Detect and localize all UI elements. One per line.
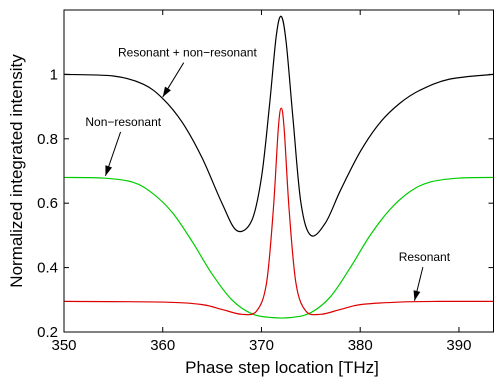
- annotation-label: Non−resonant: [85, 115, 161, 129]
- series-line-0: [63, 15, 494, 237]
- x-tick-label: 390: [446, 337, 471, 354]
- annotation-arrowhead: [413, 290, 421, 301]
- annotation-arrowhead: [162, 86, 171, 97]
- y-tick-label: 0.2: [37, 324, 58, 341]
- series-line-2: [63, 107, 494, 316]
- annotations-layer: Resonant + non−resonant Non−resonant Reson…: [85, 46, 451, 301]
- annotation-arrowhead: [105, 165, 113, 176]
- annotation-label: Resonant + non−resonant: [118, 46, 257, 60]
- y-tick-label: 0.4: [37, 260, 58, 277]
- x-tick-label: 370: [249, 337, 274, 354]
- x-tick-label: 350: [51, 337, 76, 354]
- plot-area: [64, 10, 494, 332]
- y-tick-label: 0.6: [37, 195, 58, 212]
- x-tick-label: 360: [150, 337, 175, 354]
- y-tick-label: 0.8: [37, 131, 58, 148]
- y-tick-label: 1: [50, 66, 58, 83]
- series-layer: [63, 15, 494, 319]
- y-axis-title: Normalized integrated intensity: [7, 54, 26, 288]
- x-tick-label: 380: [348, 337, 373, 354]
- annotation-label: Resonant: [399, 250, 451, 264]
- ticks-layer: 350 360 370 380 390 0.2 0.4 0.6 0.8 1: [37, 10, 494, 354]
- x-axis-title: Phase step location [THz]: [185, 358, 379, 377]
- series-line-1: [63, 176, 494, 319]
